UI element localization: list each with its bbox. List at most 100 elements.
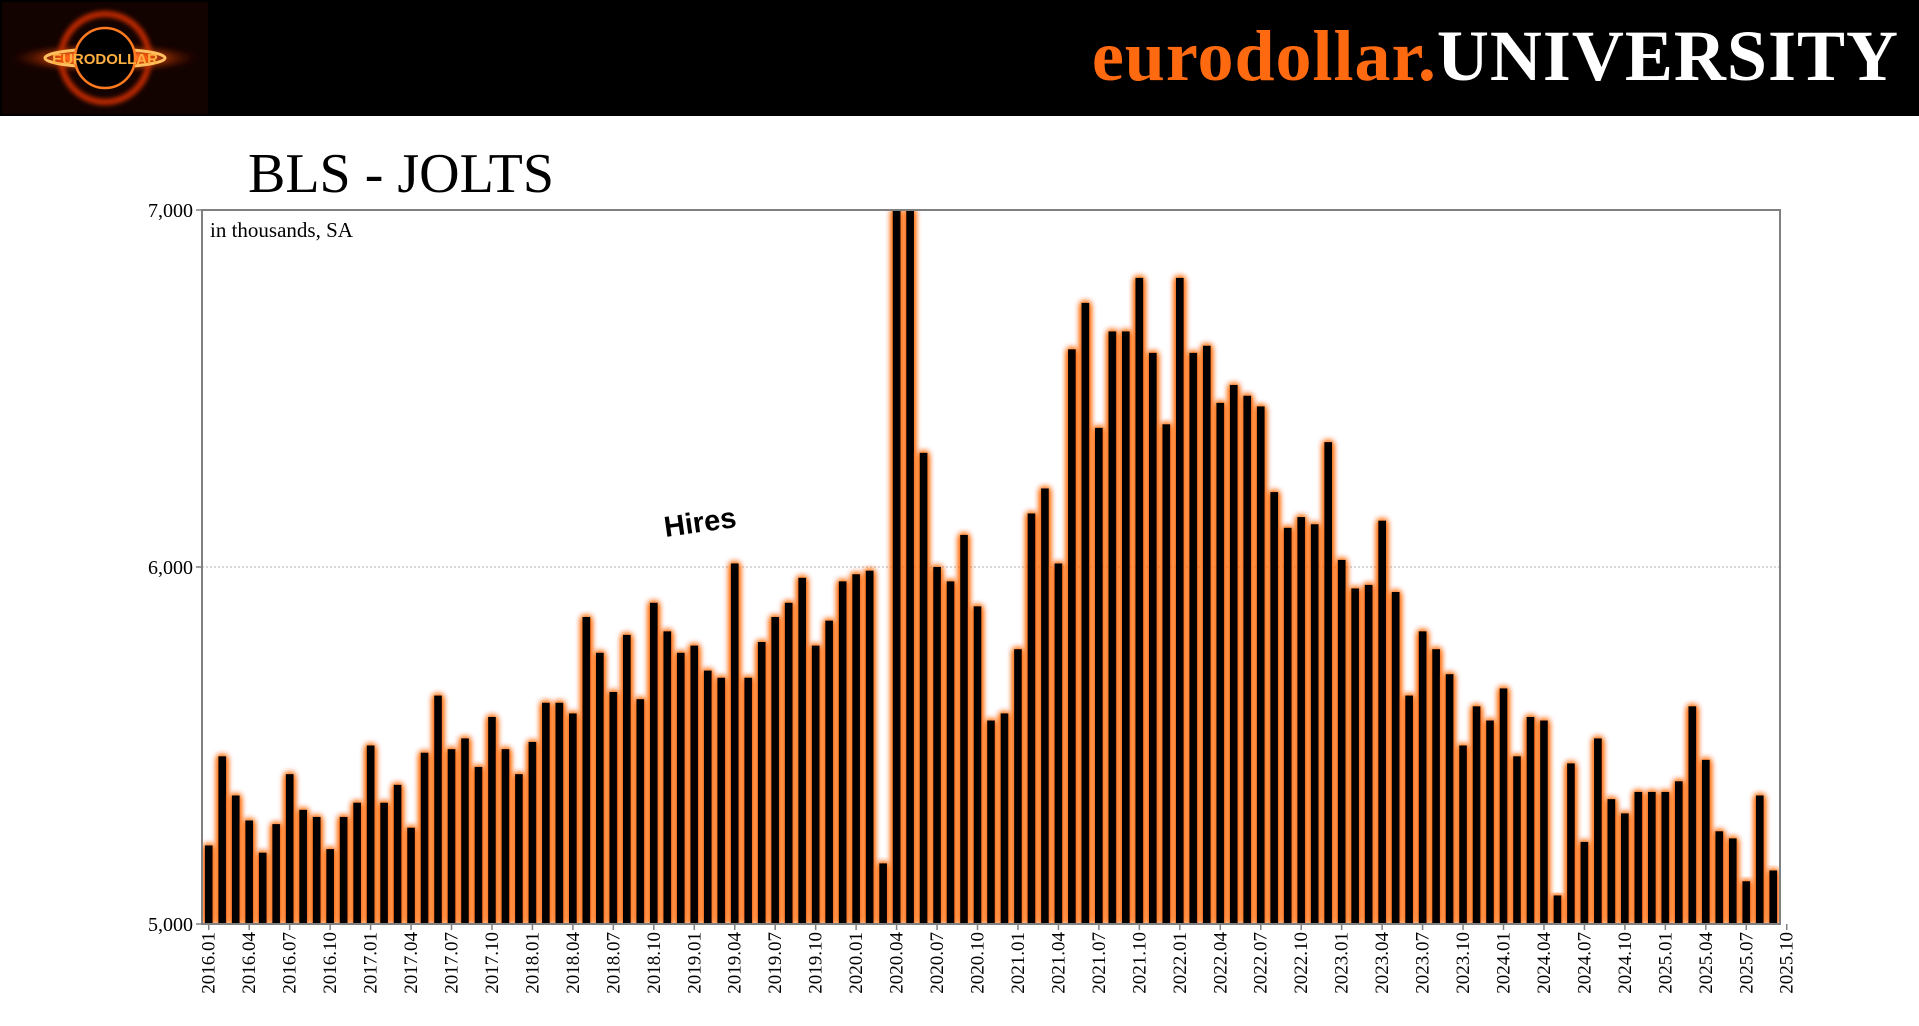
bar-hires [568, 713, 577, 924]
x-tick-label: 2017.10 [482, 932, 503, 994]
bar-hires [595, 652, 604, 924]
bar-hires [1175, 277, 1184, 924]
y-tick-label: 5,000 [148, 914, 193, 936]
bar-hires [1391, 591, 1400, 924]
bar-hires [1378, 520, 1387, 924]
bar-hires [1499, 688, 1508, 924]
x-tick-label: 2018.07 [603, 932, 624, 994]
x-tick-label: 2024.04 [1534, 932, 1555, 994]
logo-text: EURODOLLAR [52, 51, 158, 68]
brand-title: eurodollar.UNIVERSITY [1092, 14, 1899, 98]
bar-hires [1607, 799, 1616, 924]
bar-hires [1270, 492, 1279, 924]
bar-hires [1688, 706, 1697, 924]
bar-hires [717, 677, 726, 924]
bar-hires [1310, 524, 1319, 924]
x-tick-label: 2024.07 [1574, 932, 1595, 994]
bar-hires [528, 741, 537, 924]
bar-hires [973, 606, 982, 924]
bar-hires [1068, 349, 1076, 924]
bar-hires [730, 563, 739, 924]
x-tick-label: 2017.01 [361, 932, 382, 994]
bar-hires [1148, 352, 1157, 924]
x-tick-label: 2023.01 [1332, 932, 1353, 994]
x-tick-label: 2016.01 [199, 932, 220, 994]
x-tick-label: 2017.07 [442, 932, 463, 994]
bar-hires [1459, 745, 1467, 924]
x-tick-label: 2019.10 [806, 932, 827, 994]
bar-hires [339, 816, 348, 924]
bar-hires [852, 574, 861, 924]
bar-hires [299, 809, 308, 924]
bar-hires [1472, 706, 1481, 924]
bar-hires [1540, 720, 1548, 924]
bar-hires [1742, 881, 1751, 924]
bar-hires [380, 802, 388, 924]
x-tick-label: 2020.10 [968, 932, 989, 994]
brand-university: UNIVERSITY [1436, 16, 1899, 96]
bar-hires [245, 820, 254, 924]
bar-hires [1418, 631, 1427, 924]
bar-hires [879, 863, 888, 924]
x-tick-label: 2020.01 [846, 932, 867, 994]
x-tick-label: 2019.04 [725, 932, 746, 994]
x-tick-label: 2018.01 [522, 932, 543, 994]
bar-hires [960, 534, 968, 924]
bar-hires [1715, 831, 1724, 924]
bar-hires [703, 670, 712, 924]
bar-hires [987, 720, 995, 924]
bar-hires [1701, 759, 1710, 924]
bar-hires [1108, 331, 1117, 924]
x-tick-label: 2024.10 [1615, 932, 1636, 994]
bar-hires [1121, 331, 1130, 924]
bar-hires [825, 620, 834, 924]
bar-hires [1094, 427, 1103, 924]
bar-hires [1027, 513, 1036, 924]
bar-hires [461, 738, 469, 924]
bar-hires [663, 631, 672, 924]
bar-hires [393, 784, 402, 924]
bar-hires [906, 210, 914, 924]
bar-hires [326, 849, 335, 924]
bar-hires [1202, 345, 1211, 924]
bar-hires [1674, 781, 1683, 924]
bar-hires [933, 567, 941, 924]
x-tick-label: 2016.07 [280, 932, 301, 994]
bar-hires [1162, 424, 1171, 924]
bar-hires [1661, 791, 1670, 924]
bar-hires [1297, 517, 1306, 924]
x-tick-label: 2022.07 [1251, 932, 1272, 994]
x-tick-label: 2023.10 [1453, 932, 1474, 994]
bar-hires [690, 645, 699, 924]
bar-hires [1054, 563, 1063, 924]
x-tick-label: 2016.10 [320, 932, 341, 994]
x-tick-label: 2022.01 [1170, 932, 1191, 994]
bar-hires [676, 652, 685, 924]
bar-hires [1728, 838, 1737, 924]
bar-hires [1445, 674, 1454, 924]
bar-hires [1243, 395, 1252, 924]
bar-hires [1189, 352, 1198, 924]
bar-hires [784, 602, 793, 924]
bar-hires [865, 570, 874, 924]
bar-hires [1351, 588, 1360, 924]
bar-hires [1405, 695, 1414, 924]
bar-hires [542, 702, 550, 924]
bar-hires [1647, 791, 1656, 924]
bar-hires [798, 577, 807, 924]
bar-hires [1620, 813, 1629, 924]
bar-hires [609, 691, 618, 924]
bar-hires [1256, 406, 1265, 924]
bar-hires [1553, 895, 1562, 924]
bar-hires [366, 745, 375, 924]
bar-hires [1432, 649, 1440, 924]
x-tick-label: 2025.04 [1696, 932, 1717, 994]
bar-hires [1769, 870, 1778, 924]
bar-hires [272, 824, 281, 924]
bar-hires [1000, 713, 1009, 924]
bar-hires [1567, 763, 1575, 924]
x-tick-label: 2020.04 [887, 932, 908, 994]
bar-hires [1229, 384, 1238, 924]
header-banner: EURODOLLAR eurodollar.UNIVERSITY [0, 0, 1919, 116]
x-tick-label: 2021.07 [1089, 932, 1110, 994]
